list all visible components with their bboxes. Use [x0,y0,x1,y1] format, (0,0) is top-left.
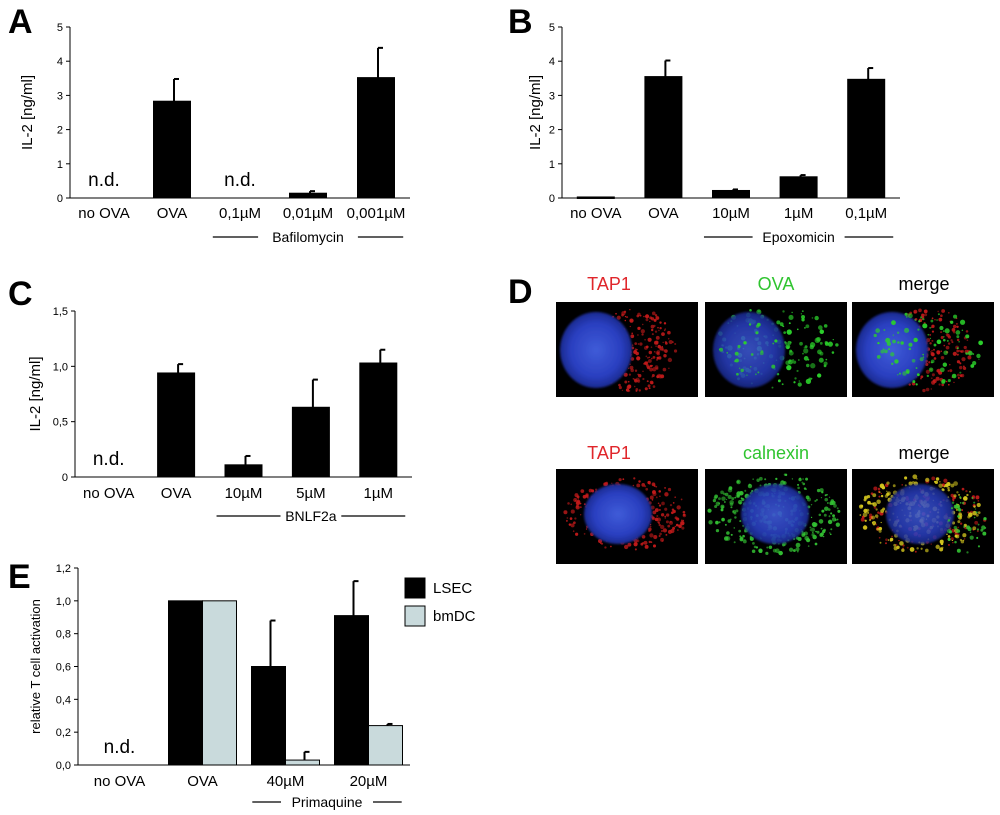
micro-label-calnexin: calnexin [743,443,809,463]
bar-c [224,464,263,478]
category-label-b: OVA [648,205,679,222]
annotation-nd-a: n.d. [88,170,120,191]
category-label-a: 0,01µM [283,205,333,222]
annotation-nd-a: n.d. [224,170,256,191]
chart-panel-a: 0 1 2 3 4 5 IL-2 [ng/ml] no OVA OVA 0,1µM 0,01µM 0,… [19,22,410,245]
y-tick-label-c: 0,5 [53,417,68,429]
y-tick-label-c: 0 [62,472,68,484]
y-axis-label-c: IL-2 [ng/ml] [27,356,44,431]
category-label-c: OVA [161,485,192,502]
y-axis-label-b: IL-2 [ng/ml] [527,75,544,150]
bar-b [644,76,683,199]
category-label-e: 40µM [267,773,305,790]
y-axis-label-a: IL-2 [ng/ml] [19,75,36,150]
group-label-e: Primaquine [292,794,363,810]
y-tick-label-e: 0,0 [56,760,71,772]
bar-c [157,372,196,478]
y-axis-label-e: relative T cell activation [28,599,43,734]
category-label-e: OVA [187,773,218,790]
group-label-b: Epoxomicin [762,229,834,245]
category-label-e: 20µM [350,773,388,790]
y-tick-label-e: 1,0 [56,596,71,608]
y-tick-label-a: 2 [57,125,63,137]
bar-e [202,600,237,766]
bar-c [291,406,330,478]
micrograph-image [705,469,847,564]
y-tick-label-b: 4 [549,56,555,68]
bar-b [712,189,750,199]
bar-a [289,192,327,199]
category-label-a: no OVA [78,205,129,222]
micrograph-image [705,302,847,397]
y-tick-label-e: 1,2 [56,563,71,575]
y-tick-label-e: 0,4 [56,694,71,706]
y-tick-label-e: 0,8 [56,629,71,641]
chart-panel-b: 0 1 2 3 4 5 IL-2 [ng/ml] no OVA OVA 10µM 1µM 0,1µM E… [527,22,900,245]
category-label-c: 10µM [225,485,263,502]
category-label-e: no OVA [94,773,145,790]
category-label-a: 0,1µM [219,205,261,222]
y-tick-label-a: 0 [57,193,63,205]
chart-panel-e: 0,0 0,2 0,4 0,6 0,8 1,0 1,2 relative T cell act… [28,563,476,810]
panel-letter-a: A [8,3,33,41]
category-label-c: no OVA [83,485,134,502]
micro-label-tap1-row2: TAP1 [587,443,631,463]
bar-b [779,176,818,199]
group-label-c: BNLF2a [285,508,337,524]
bar-e [334,615,369,766]
micro-label-ova: OVA [758,274,795,294]
y-tick-label-b: 3 [549,90,555,102]
legend-swatch-e [404,605,426,627]
y-tick-label-a: 3 [57,90,63,102]
panel-letter-d: D [508,273,533,311]
panel-letter-e: E [8,558,31,596]
bar-c [359,362,398,478]
panel-letter-b: B [508,3,533,41]
bar-e [285,759,320,766]
micro-label-tap1-row1: TAP1 [587,274,631,294]
chart-panel-c: 0 0,5 1,0 1,5 IL-2 [ng/ml] no OVA OVA 10µM 5µM 1µ… [27,306,412,524]
category-label-b: 0,1µM [845,205,887,222]
category-label-b: no OVA [570,205,621,222]
bar-b [576,196,615,199]
legend-label-e: bmDC [433,608,476,625]
micrograph-image [556,302,698,397]
bar-e [251,666,286,766]
category-label-b: 10µM [712,205,750,222]
bar-a [153,100,191,199]
y-tick-label-a: 1 [57,159,63,171]
annotation-nd-c: n.d. [93,449,125,470]
bar-e [168,600,203,766]
panel-letter-c: C [8,275,33,313]
y-tick-label-a: 4 [57,56,63,68]
micro-label-merge-row2: merge [898,443,949,463]
y-tick-label-e: 0,6 [56,662,71,674]
y-tick-label-b: 2 [549,125,555,137]
micrograph-image [556,469,698,564]
microscopy-panel-d: TAP1 OVA merge TAP1 calnexin merge [556,274,994,564]
y-tick-label-b: 1 [549,159,555,171]
legend-label-e: LSEC [433,580,472,597]
y-tick-label-b: 5 [549,22,555,34]
micrograph-image [852,302,994,397]
micro-label-merge-row1: merge [898,274,949,294]
annotation-nd-e: n.d. [104,737,136,758]
legend-swatch-e [404,577,426,599]
y-tick-label-b: 0 [549,193,555,205]
y-tick-label-e: 0,2 [56,727,71,739]
bar-e [368,725,403,766]
y-tick-label-c: 1,5 [53,306,68,318]
bar-b [847,78,886,199]
micrograph-image [852,469,994,564]
category-label-a: OVA [157,205,188,222]
y-tick-label-a: 5 [57,22,63,34]
group-label-a: Bafilomycin [272,229,344,245]
category-label-a: 0,001µM [347,205,406,222]
category-label-b: 1µM [784,205,813,222]
category-label-c: 1µM [364,485,393,502]
bar-a [357,77,395,199]
y-tick-label-c: 1,0 [53,361,68,373]
category-label-c: 5µM [296,485,325,502]
